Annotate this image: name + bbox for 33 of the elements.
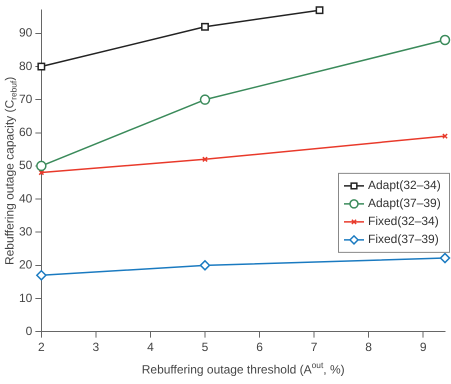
x-tick-label: 8 <box>365 340 372 354</box>
y-tick-label: 70 <box>18 92 33 106</box>
legend-label: Fixed(32–34) <box>368 214 439 228</box>
y-tick-label: 30 <box>18 224 33 239</box>
x-tick-label: 2 <box>38 340 46 354</box>
point <box>36 270 47 281</box>
point <box>36 160 47 172</box>
legend-label: Fixed(37–39) <box>368 232 439 246</box>
point <box>316 6 324 14</box>
y-tick-label: 60 <box>18 125 33 140</box>
y-tick-label: 0 <box>26 324 33 338</box>
point <box>202 156 208 162</box>
x-tick-label: 5 <box>202 340 209 354</box>
legend-label: Adapt(37–39) <box>368 196 441 210</box>
y-axis-title: Rebuffering outage capacity (Crebuf) <box>2 76 19 266</box>
y-tick-label: 80 <box>18 58 33 73</box>
point <box>37 62 46 70</box>
x-tick-label: 7 <box>310 340 318 354</box>
legend-label: Adapt(32–34) <box>368 178 441 192</box>
point <box>440 252 450 264</box>
x-tick-label: 3 <box>92 340 100 354</box>
y-tick-label: 40 <box>18 191 33 206</box>
x-tick-label: 6 <box>256 340 264 354</box>
point <box>200 260 210 271</box>
point <box>201 22 209 31</box>
y-tick-label: 10 <box>18 290 33 305</box>
x-tick-label: 4 <box>147 340 154 354</box>
point <box>200 94 210 105</box>
point <box>440 34 450 46</box>
y-tick-label: 50 <box>18 158 33 172</box>
x-tick-label: 9 <box>420 340 427 354</box>
y-tick-label: 90 <box>18 26 33 40</box>
y-tick-label: 20 <box>18 258 33 272</box>
